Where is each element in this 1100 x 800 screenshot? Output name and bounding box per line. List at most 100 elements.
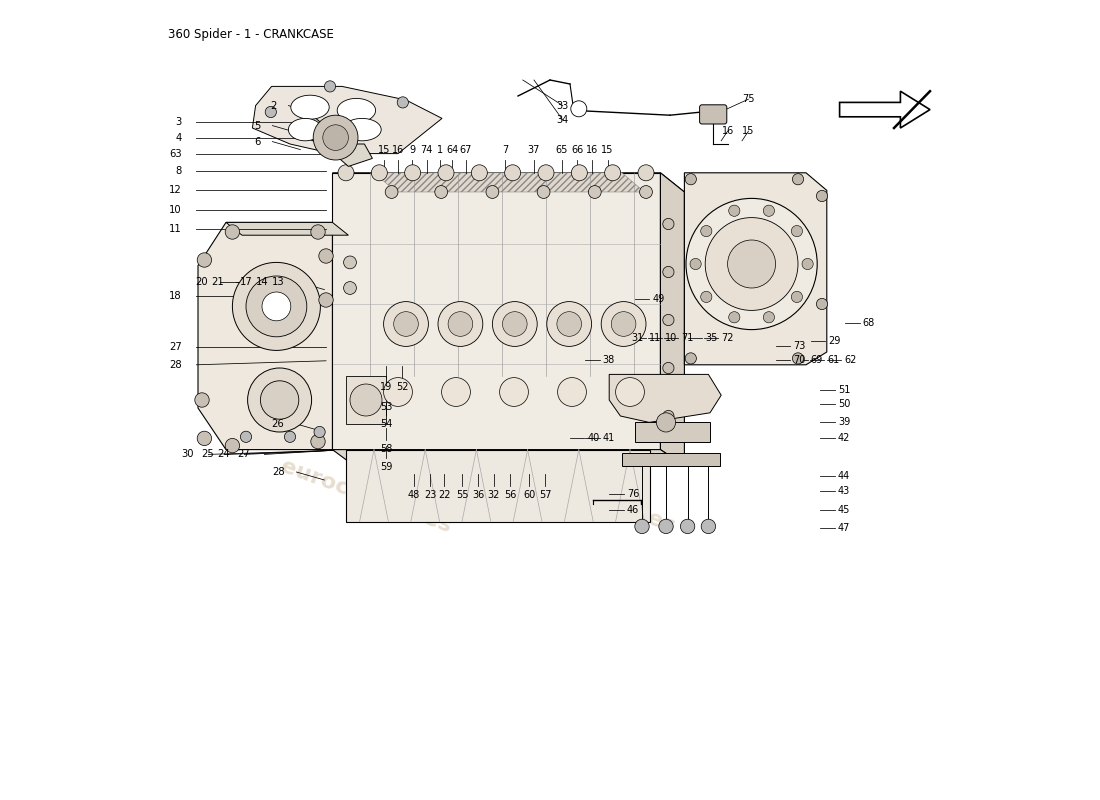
Text: 22: 22 — [438, 490, 451, 499]
Text: 15: 15 — [378, 145, 390, 155]
Text: 28: 28 — [272, 467, 285, 477]
Text: 29: 29 — [828, 336, 840, 346]
Text: 28: 28 — [169, 360, 182, 370]
Circle shape — [338, 165, 354, 181]
Circle shape — [635, 519, 649, 534]
Polygon shape — [332, 173, 660, 450]
Text: 58: 58 — [379, 444, 393, 454]
Text: 53: 53 — [379, 402, 393, 411]
Text: 21: 21 — [211, 277, 223, 286]
Text: 15: 15 — [742, 126, 755, 136]
Circle shape — [438, 165, 454, 181]
Circle shape — [681, 519, 695, 534]
Text: 18: 18 — [169, 291, 182, 301]
Text: 360 Spider - 1 - CRANKCASE: 360 Spider - 1 - CRANKCASE — [167, 28, 333, 41]
Text: 14: 14 — [256, 277, 268, 286]
Text: 26: 26 — [272, 419, 285, 429]
Circle shape — [311, 434, 326, 449]
Text: 1: 1 — [437, 145, 442, 155]
Polygon shape — [660, 173, 684, 466]
Circle shape — [728, 205, 740, 216]
Text: 63: 63 — [169, 149, 182, 158]
Text: 55: 55 — [455, 490, 469, 499]
Text: 54: 54 — [379, 419, 393, 429]
Circle shape — [384, 378, 412, 406]
Circle shape — [727, 240, 776, 288]
Ellipse shape — [288, 118, 322, 141]
Circle shape — [314, 115, 358, 160]
Circle shape — [663, 410, 674, 422]
Text: 5: 5 — [254, 121, 261, 130]
Polygon shape — [684, 173, 827, 365]
Text: 16: 16 — [586, 145, 598, 155]
Circle shape — [663, 266, 674, 278]
Text: 25: 25 — [201, 450, 214, 459]
Circle shape — [537, 186, 550, 198]
Circle shape — [343, 256, 356, 269]
Text: 11: 11 — [649, 333, 661, 342]
Circle shape — [685, 353, 696, 364]
Text: 71: 71 — [681, 333, 694, 342]
Polygon shape — [252, 86, 442, 154]
Circle shape — [588, 186, 602, 198]
Circle shape — [434, 186, 448, 198]
Circle shape — [438, 302, 483, 346]
Text: 66: 66 — [571, 145, 583, 155]
Text: 12: 12 — [169, 186, 182, 195]
Circle shape — [232, 262, 320, 350]
Ellipse shape — [338, 98, 375, 122]
Circle shape — [471, 165, 487, 181]
Circle shape — [241, 431, 252, 442]
Text: 17: 17 — [240, 277, 252, 286]
Text: 9: 9 — [409, 145, 416, 155]
Text: 35: 35 — [705, 333, 717, 342]
Text: 31: 31 — [631, 333, 644, 342]
Text: 24: 24 — [218, 450, 230, 459]
Polygon shape — [332, 173, 684, 192]
Circle shape — [503, 312, 527, 336]
Polygon shape — [298, 112, 373, 166]
Circle shape — [493, 302, 537, 346]
Text: 33: 33 — [557, 101, 569, 110]
Text: 16: 16 — [392, 145, 404, 155]
Polygon shape — [839, 91, 930, 128]
Ellipse shape — [343, 118, 382, 141]
Circle shape — [792, 174, 804, 185]
Text: 8: 8 — [176, 166, 182, 176]
Text: 4: 4 — [176, 133, 182, 142]
Circle shape — [319, 293, 333, 307]
Circle shape — [405, 165, 420, 181]
Circle shape — [314, 426, 326, 438]
Text: 23: 23 — [424, 490, 437, 499]
Text: eurocarspares: eurocarspares — [502, 456, 678, 536]
Text: eurocarspares: eurocarspares — [278, 456, 454, 536]
Circle shape — [685, 174, 696, 185]
Text: eurocarspares: eurocarspares — [502, 264, 678, 344]
Circle shape — [441, 378, 471, 406]
Circle shape — [602, 302, 646, 346]
Circle shape — [372, 165, 387, 181]
Circle shape — [663, 218, 674, 230]
Polygon shape — [198, 222, 332, 450]
Circle shape — [659, 519, 673, 534]
Text: 44: 44 — [838, 471, 850, 481]
Circle shape — [686, 198, 817, 330]
Text: 76: 76 — [627, 489, 639, 498]
Text: 42: 42 — [838, 434, 850, 443]
Text: 3: 3 — [176, 117, 182, 126]
Polygon shape — [609, 374, 722, 422]
Circle shape — [616, 378, 645, 406]
Text: 30: 30 — [182, 450, 194, 459]
Circle shape — [701, 519, 716, 534]
Circle shape — [394, 312, 418, 336]
FancyBboxPatch shape — [700, 105, 727, 124]
Circle shape — [816, 298, 827, 310]
Text: 37: 37 — [528, 145, 540, 155]
Text: 27: 27 — [238, 450, 250, 459]
Circle shape — [265, 106, 276, 118]
Text: 10: 10 — [169, 205, 182, 214]
Text: 65: 65 — [556, 145, 569, 155]
Text: 62: 62 — [845, 355, 857, 365]
Circle shape — [792, 353, 804, 364]
Polygon shape — [374, 173, 645, 192]
